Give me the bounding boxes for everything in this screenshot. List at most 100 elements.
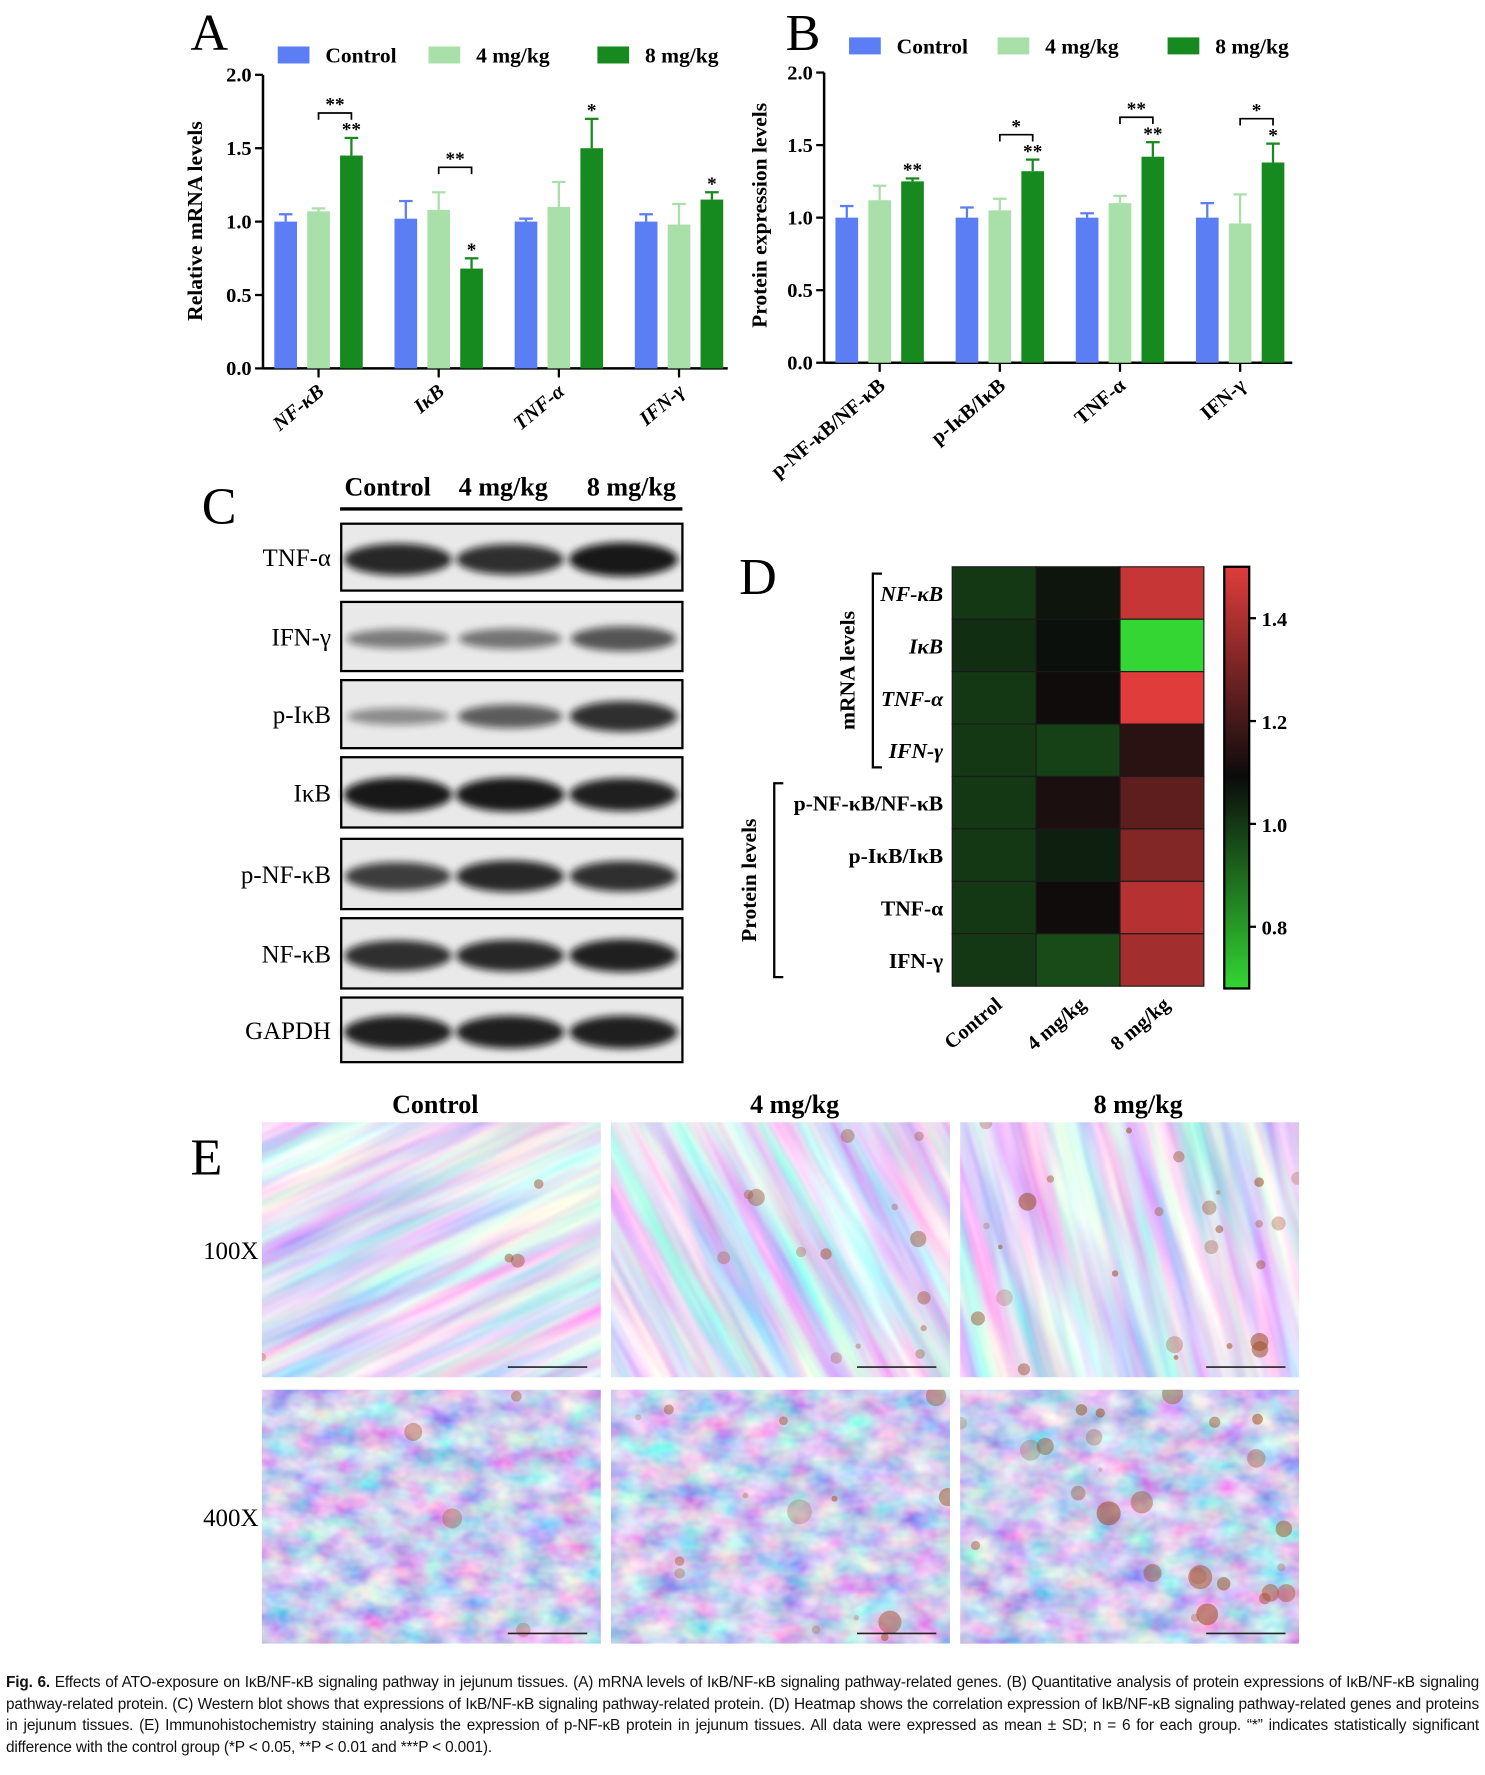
- blot-band: [569, 1015, 678, 1049]
- heatmap-cell: [1035, 566, 1121, 620]
- bracket: [1239, 117, 1274, 126]
- bracket: [1119, 116, 1154, 125]
- heatmap-cell: [951, 933, 1037, 987]
- magnification-label: 100X: [203, 1238, 258, 1265]
- stain-spot: [1189, 1567, 1207, 1585]
- tissue-texture: [960, 1389, 1300, 1644]
- blot-band: [569, 701, 678, 732]
- blot-label: IFN-γ: [272, 625, 331, 652]
- stain-spot: [1097, 1467, 1103, 1472]
- x-tick-label: IFN-γ: [635, 380, 690, 431]
- stain-spot: [504, 1253, 514, 1263]
- stain-spot: [970, 1311, 985, 1326]
- error-bar: [639, 213, 653, 222]
- tissue-texture: [611, 1122, 950, 1378]
- x-tick-label: p-NF-κB/NF-κB: [767, 374, 890, 482]
- column-label: 8 mg/kg: [1107, 994, 1175, 1056]
- significance: *: [1268, 125, 1278, 146]
- legend-label: Control: [897, 34, 968, 58]
- bar: [1075, 217, 1099, 363]
- stain-spot: [1261, 1584, 1280, 1602]
- error-bar: [311, 207, 326, 212]
- y-tick-label: 1.0: [787, 207, 813, 229]
- stain-spot: [1154, 1207, 1164, 1217]
- group-label: mRNA levels: [836, 611, 860, 730]
- stain-spot: [979, 1122, 993, 1130]
- stain-spot: [1204, 1240, 1219, 1254]
- bar: [1021, 171, 1045, 363]
- row-label: TNF-α: [881, 687, 944, 711]
- error-bar: [552, 180, 566, 207]
- legend-label: 4 mg/kg: [476, 43, 550, 67]
- error-bar: [905, 177, 920, 182]
- stain-spot: [1202, 1200, 1217, 1215]
- error-bar: [1113, 194, 1127, 204]
- heatmap-cell: [1119, 566, 1205, 620]
- bar: [340, 155, 363, 369]
- stain-spot: [787, 1499, 812, 1525]
- stain-spot: [1247, 1449, 1266, 1468]
- y-tick-label: 1.0: [226, 211, 252, 233]
- error-bar: [431, 191, 446, 210]
- heatmap-cell: [1119, 618, 1205, 673]
- stain-spot: [915, 1349, 925, 1359]
- legend-swatch: [428, 46, 461, 64]
- column-label: 4 mg/kg: [750, 1090, 839, 1119]
- blot-label: p-NF-κB: [241, 862, 331, 889]
- blot-band: [570, 626, 677, 652]
- colorbar: [1223, 565, 1251, 990]
- bracket-label: **: [446, 149, 465, 170]
- blot-band: [455, 1015, 565, 1049]
- legend-swatch: [997, 37, 1030, 55]
- heatmap-cell: [1119, 828, 1205, 882]
- stain-spot: [1111, 1270, 1119, 1277]
- error-bar: [344, 136, 359, 156]
- stain-spot: [1255, 1219, 1264, 1228]
- lane-label: 4 mg/kg: [459, 472, 548, 501]
- x-tick-label: TNF-α: [1071, 374, 1131, 429]
- y-tick-label: 0.5: [226, 285, 252, 307]
- error-bar: [672, 202, 686, 225]
- error-bar: [278, 213, 293, 222]
- bar: [460, 268, 483, 369]
- stain-spot: [1075, 1404, 1088, 1416]
- stain-spot: [747, 1188, 765, 1207]
- stain-spot: [1046, 1175, 1055, 1183]
- heatmap-cell: [951, 566, 1037, 620]
- group-label: Protein levels: [737, 819, 761, 942]
- heatmap-cell: [1119, 880, 1205, 935]
- y-tick-label: 0.0: [787, 353, 813, 375]
- caption: Fig. 6. Effects of ATO-exposure on IκB/N…: [6, 1672, 1479, 1758]
- figure: A Relative mRNA levels 0.0 0.5 1.0 1.5 2.0 NF-κ…: [183, 5, 1300, 1644]
- heatmap-cell: [1035, 618, 1121, 673]
- stain-spot: [920, 1325, 927, 1332]
- stain-spot: [831, 1495, 838, 1502]
- colorbar-tick-label: 1.2: [1262, 712, 1288, 734]
- bar: [667, 224, 691, 369]
- colorbar-tick-label: 0.8: [1262, 918, 1288, 940]
- stain-spot: [510, 1253, 525, 1268]
- micrograph: [960, 1122, 1300, 1378]
- stain-spot: [917, 1291, 931, 1305]
- tissue-texture: [261, 1122, 601, 1378]
- row-label: IFN-γ: [888, 739, 943, 763]
- bar: [1141, 156, 1165, 363]
- stain-spot: [1226, 1343, 1233, 1350]
- bar: [955, 217, 979, 363]
- stain-spot: [983, 1222, 990, 1230]
- x-tick-label: IκB: [409, 380, 449, 418]
- micrograph: [960, 1389, 1300, 1644]
- blot-band: [569, 778, 678, 812]
- stain-spot: [779, 1416, 788, 1426]
- heatmap-cell: [1035, 933, 1121, 987]
- heatmap-cell: [1035, 828, 1121, 882]
- bracket: [437, 166, 473, 175]
- blot-band: [457, 704, 563, 729]
- y-tick-label: 0.0: [226, 358, 252, 380]
- y-axis-label: Protein expression levels: [747, 103, 771, 328]
- stain-spot: [960, 1416, 967, 1430]
- legend-label: 8 mg/kg: [1215, 34, 1289, 58]
- bar: [901, 181, 924, 363]
- stain-spot: [878, 1610, 902, 1634]
- heatmap-cell: [951, 618, 1037, 673]
